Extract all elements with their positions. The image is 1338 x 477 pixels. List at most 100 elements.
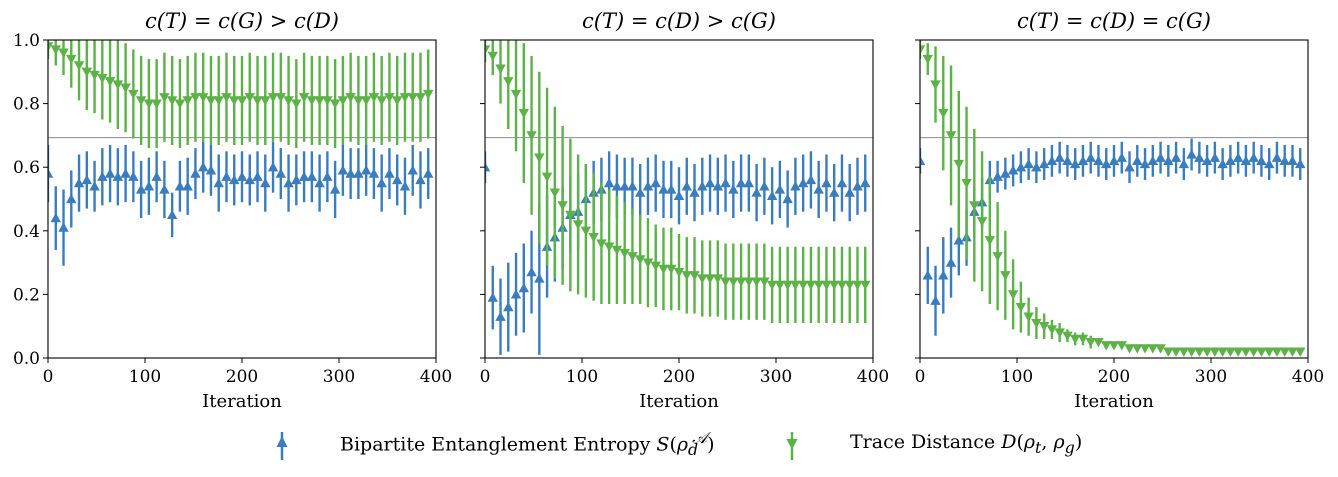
data-point bbox=[423, 168, 434, 178]
data-point bbox=[635, 187, 646, 197]
data-point bbox=[159, 93, 170, 103]
data-point bbox=[712, 181, 723, 191]
data-point bbox=[392, 174, 403, 185]
data-point bbox=[650, 261, 661, 271]
data-point bbox=[415, 174, 426, 185]
data-point bbox=[735, 277, 747, 287]
data-point bbox=[399, 93, 411, 103]
data-point bbox=[774, 184, 786, 194]
data-point bbox=[782, 280, 793, 291]
data-point bbox=[66, 54, 77, 65]
data-point bbox=[166, 96, 178, 106]
data-point bbox=[205, 165, 217, 175]
data-point bbox=[360, 96, 372, 106]
data-point bbox=[627, 252, 638, 262]
data-point bbox=[1256, 155, 1267, 165]
data-point bbox=[1085, 337, 1096, 348]
data-point bbox=[306, 96, 318, 106]
data-point bbox=[510, 289, 522, 299]
data-point bbox=[1015, 302, 1027, 313]
data-point bbox=[1116, 152, 1127, 162]
data-point bbox=[283, 96, 294, 106]
data-point bbox=[1225, 155, 1236, 165]
data-point bbox=[681, 271, 692, 281]
data-point bbox=[549, 188, 561, 198]
data-point bbox=[229, 96, 240, 106]
data-point bbox=[329, 99, 341, 109]
legend: Bipartite Entanglement Entropy S(ρd𝒜) Tr… bbox=[0, 418, 1338, 468]
data-point bbox=[1201, 347, 1213, 357]
data-point bbox=[1217, 347, 1228, 357]
data-point bbox=[50, 212, 61, 223]
x-tick-label: 0 bbox=[43, 367, 54, 387]
data-point bbox=[1279, 155, 1290, 165]
x-tick-label: 0 bbox=[480, 367, 491, 387]
data-point bbox=[992, 252, 1003, 262]
data-point bbox=[1077, 155, 1089, 165]
data-point bbox=[166, 209, 178, 220]
data-point bbox=[1093, 337, 1104, 348]
data-point bbox=[174, 99, 186, 109]
data-point bbox=[221, 171, 232, 181]
data-point bbox=[1186, 347, 1197, 357]
data-point bbox=[603, 242, 615, 252]
data-point bbox=[89, 70, 100, 81]
data-point bbox=[407, 165, 418, 175]
data-point bbox=[81, 174, 92, 185]
data-point bbox=[198, 162, 209, 172]
data-point bbox=[572, 220, 584, 230]
data-point bbox=[345, 93, 356, 103]
data-point bbox=[603, 177, 615, 188]
legend-label-trace-distance: Trace Distance D(ρt, ρg) bbox=[850, 431, 1083, 457]
data-point bbox=[953, 159, 964, 170]
y-tick-label: 0.4 bbox=[13, 222, 40, 242]
data-point bbox=[322, 171, 333, 181]
data-point bbox=[829, 280, 840, 291]
data-point bbox=[751, 187, 762, 197]
data-point bbox=[697, 181, 708, 191]
data-point bbox=[48, 42, 54, 52]
x-tick-label: 300 bbox=[760, 367, 792, 387]
data-point bbox=[376, 96, 387, 106]
data-point bbox=[1062, 155, 1073, 165]
data-point bbox=[135, 184, 147, 194]
data-point bbox=[376, 177, 387, 188]
data-point bbox=[252, 171, 263, 181]
x-tick-label: 100 bbox=[1001, 367, 1033, 387]
axes-frame bbox=[919, 39, 1309, 359]
data-point bbox=[267, 162, 279, 172]
data-point bbox=[81, 67, 92, 77]
data-point bbox=[704, 177, 716, 188]
data-point bbox=[735, 177, 747, 188]
data-point bbox=[743, 177, 755, 188]
data-point bbox=[534, 153, 545, 163]
data-point bbox=[1248, 152, 1259, 162]
data-point bbox=[503, 301, 514, 312]
data-point bbox=[805, 174, 817, 185]
data-point bbox=[642, 181, 654, 191]
data-point bbox=[1062, 331, 1073, 341]
data-point bbox=[384, 93, 395, 103]
data-point bbox=[135, 96, 147, 106]
legend-item-trace-distance: Trace Distance D(ρt, ρg) bbox=[782, 426, 1082, 462]
data-point bbox=[704, 274, 716, 284]
chart-panel-1: 0 100 200 300 400 0.0 0.2 0.4 0.6 0.8 1.0 Iteration… bbox=[13, 9, 452, 412]
data-point bbox=[291, 99, 302, 109]
data-point bbox=[658, 184, 669, 194]
legend-item-entropy: Bipartite Entanglement Entropy S(ρd𝒜) bbox=[272, 426, 715, 462]
data-point bbox=[813, 280, 824, 291]
data-point bbox=[1124, 344, 1135, 354]
data-point bbox=[673, 190, 685, 200]
data-point bbox=[673, 267, 685, 278]
data-point bbox=[190, 93, 201, 103]
data-point bbox=[1194, 347, 1205, 357]
data-point bbox=[782, 193, 793, 204]
data-point bbox=[534, 273, 545, 283]
data-point bbox=[1170, 152, 1182, 162]
data-point bbox=[267, 93, 279, 103]
data-point bbox=[1046, 325, 1058, 335]
data-point bbox=[627, 181, 638, 191]
data-point bbox=[844, 280, 855, 291]
y-tick-label: 0.8 bbox=[13, 95, 40, 115]
data-point bbox=[213, 177, 224, 188]
